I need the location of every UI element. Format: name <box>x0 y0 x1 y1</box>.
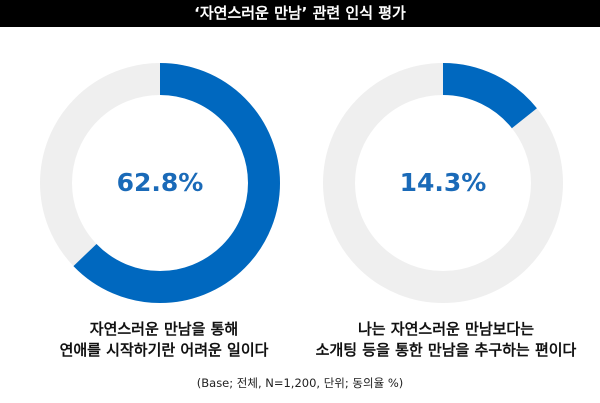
donut-right-value: 14.3% <box>399 168 487 197</box>
caption-right-line1: 나는 자연스러운 만남보다는 <box>357 320 535 338</box>
donut-left-value: 62.8% <box>116 168 204 197</box>
caption-right-line2: 소개팅 등을 통한 만남을 추구하는 편이다 <box>315 341 577 359</box>
caption-right: 나는 자연스러운 만남보다는 소개팅 등을 통한 만남을 추구하는 편이다 <box>296 319 596 361</box>
footnote: (Base; 전체, N=1,200, 단위; 동의율 %) <box>196 376 404 390</box>
donut-right-graphic <box>323 63 563 303</box>
donut-chart-left: 62.8% <box>40 63 280 303</box>
chart-title: ‘자연스러운 만남’ 관련 인식 평가 <box>0 0 600 27</box>
donut-left-graphic <box>40 63 280 303</box>
caption-left: 자연스러운 만남을 통해 연애를 시작하기란 어려운 일이다 <box>14 319 314 361</box>
caption-left-line1: 자연스러운 만남을 통해 <box>89 320 239 338</box>
donut-chart-right: 14.3% <box>323 63 563 303</box>
caption-left-line2: 연애를 시작하기란 어려운 일이다 <box>59 341 269 359</box>
